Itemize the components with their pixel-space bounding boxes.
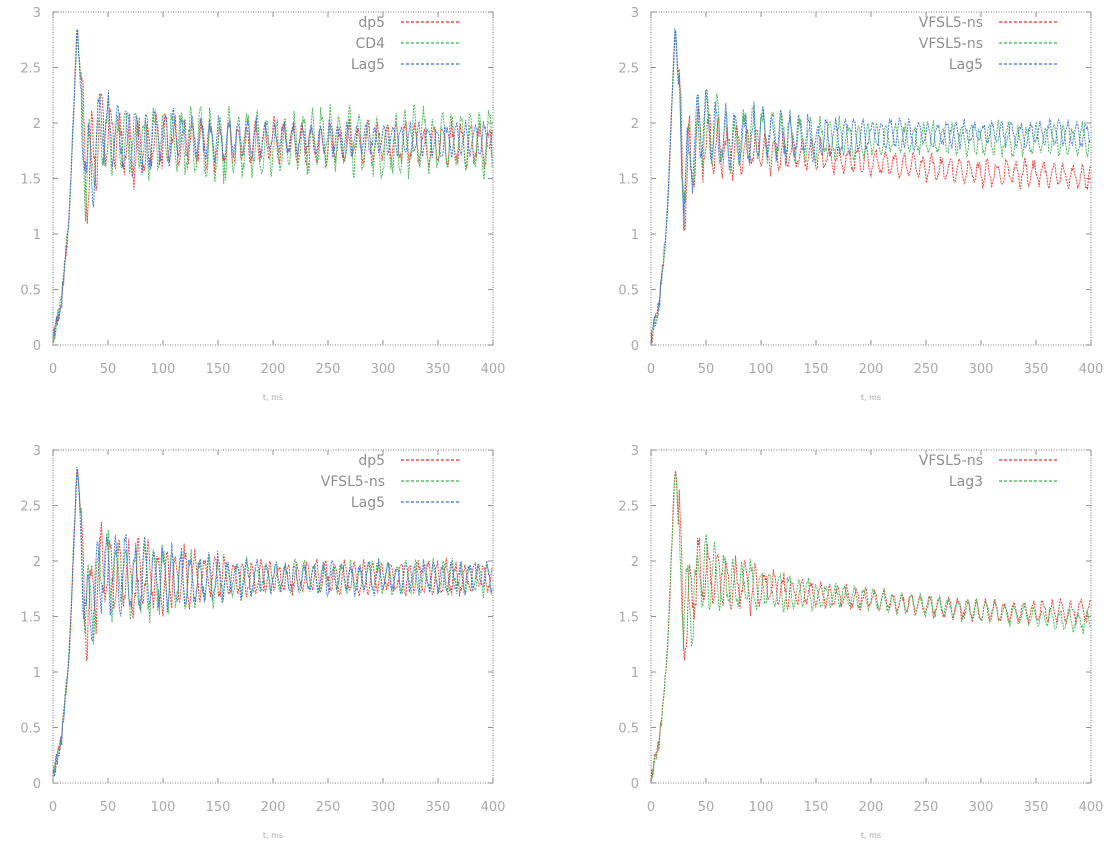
x-tick-label: 50 bbox=[100, 800, 117, 815]
legend-label: Lag5 bbox=[351, 495, 385, 511]
y-tick-label: 2 bbox=[33, 117, 41, 132]
x-tick-label: 350 bbox=[426, 800, 451, 815]
y-tick-label: 1.5 bbox=[618, 173, 639, 188]
x-tick-label: 200 bbox=[261, 800, 286, 815]
series-line bbox=[52, 469, 493, 778]
x-tick-label: 50 bbox=[698, 362, 715, 377]
y-tick-label: 2 bbox=[631, 555, 639, 570]
y-tick-label: 0 bbox=[33, 339, 41, 354]
y-tick-label: 2.5 bbox=[20, 500, 41, 515]
legend-label: dp5 bbox=[358, 453, 385, 469]
chart-panel-bottom-right: 0 0.5 1 1.5 2 2.5 3 0 50 100 150 200 250 300 350 400 t, … bbox=[618, 444, 1103, 840]
x-axis-label: t, ms bbox=[861, 393, 881, 402]
legend-label: CD4 bbox=[356, 36, 386, 52]
plot-frame bbox=[650, 449, 1092, 784]
x-tick-label: 300 bbox=[969, 362, 994, 377]
y-tick-label: 1.5 bbox=[20, 611, 41, 626]
y-tick-label: 3 bbox=[631, 6, 639, 21]
x-tick-label: 350 bbox=[426, 362, 451, 377]
x-tick-label: 250 bbox=[914, 800, 939, 815]
x-tick-label: 400 bbox=[1079, 800, 1104, 815]
x-tick-label: 150 bbox=[206, 362, 231, 377]
x-tick-label: 0 bbox=[647, 362, 655, 377]
y-tick-label: 3 bbox=[33, 444, 41, 459]
y-tick-label: 0.5 bbox=[20, 284, 41, 299]
series-line bbox=[650, 30, 1091, 344]
x-tick-label: 0 bbox=[49, 800, 57, 815]
plot-frame bbox=[52, 11, 494, 346]
series-line bbox=[650, 27, 1091, 344]
y-tick-label: 1 bbox=[33, 228, 41, 243]
y-tick-label: 0.5 bbox=[618, 722, 639, 737]
x-tick-label: 400 bbox=[481, 362, 506, 377]
x-tick-label: 0 bbox=[647, 800, 655, 815]
x-axis-label: t, ms bbox=[263, 831, 283, 840]
legend-label: Lag5 bbox=[949, 57, 983, 73]
plot-frame bbox=[650, 11, 1092, 346]
x-tick-label: 400 bbox=[481, 800, 506, 815]
x-tick-label: 400 bbox=[1079, 362, 1104, 377]
x-tick-label: 100 bbox=[749, 800, 774, 815]
y-tick-label: 0.5 bbox=[618, 284, 639, 299]
y-tick-label: 1 bbox=[33, 666, 41, 681]
y-tick-label: 2.5 bbox=[20, 62, 41, 77]
x-tick-label: 250 bbox=[914, 362, 939, 377]
x-tick-label: 0 bbox=[49, 362, 57, 377]
legend-label: VFSL5-ns bbox=[919, 453, 983, 469]
x-tick-label: 200 bbox=[859, 800, 884, 815]
legend-label: dp5 bbox=[358, 15, 385, 31]
y-tick-label: 0 bbox=[33, 777, 41, 792]
x-tick-label: 250 bbox=[316, 800, 341, 815]
series-line bbox=[52, 29, 493, 343]
x-tick-label: 100 bbox=[749, 362, 774, 377]
y-tick-label: 1 bbox=[631, 228, 639, 243]
x-tick-label: 150 bbox=[206, 800, 231, 815]
legend-label: Lag5 bbox=[351, 57, 385, 73]
plot-frame bbox=[52, 449, 494, 784]
y-tick-label: 3 bbox=[631, 444, 639, 459]
x-tick-label: 50 bbox=[100, 362, 117, 377]
y-tick-label: 0.5 bbox=[20, 722, 41, 737]
x-tick-label: 150 bbox=[804, 800, 829, 815]
y-tick-label: 1.5 bbox=[20, 173, 41, 188]
legend-label: Lag3 bbox=[949, 474, 983, 490]
series-line bbox=[52, 29, 493, 338]
y-tick-label: 2 bbox=[33, 555, 41, 570]
series-line bbox=[52, 467, 493, 777]
series-line bbox=[52, 469, 493, 777]
x-axis-label: t, ms bbox=[263, 393, 283, 402]
x-tick-label: 300 bbox=[371, 362, 396, 377]
legend-label: VFSL5-ns bbox=[919, 36, 983, 52]
y-tick-label: 0 bbox=[631, 777, 639, 792]
y-tick-label: 1 bbox=[631, 666, 639, 681]
chart-panel-bottom-left: 0 0.5 1 1.5 2 2.5 3 0 50 100 150 200 250 300 350 400 t, … bbox=[20, 444, 505, 840]
x-tick-label: 250 bbox=[316, 362, 341, 377]
chart-panel-top-left: 0 0.5 1 1.5 2 2.5 3 0 50 100 150 200 250 300 350 400 t, … bbox=[20, 6, 505, 402]
legend-label: VFSL5-ns bbox=[919, 15, 983, 31]
series-line bbox=[650, 30, 1091, 346]
x-tick-label: 300 bbox=[371, 800, 396, 815]
x-tick-label: 200 bbox=[261, 362, 286, 377]
x-axis-label: t, ms bbox=[861, 831, 881, 840]
y-tick-label: 0 bbox=[631, 339, 639, 354]
y-tick-label: 3 bbox=[33, 6, 41, 21]
legend-label: VFSL5-ns bbox=[321, 474, 385, 490]
chart-panel-top-right: 0 0.5 1 1.5 2 2.5 3 0 50 100 150 200 250 300 350 400 t, … bbox=[618, 6, 1103, 402]
y-tick-label: 1.5 bbox=[618, 611, 639, 626]
x-tick-label: 200 bbox=[859, 362, 884, 377]
x-tick-label: 350 bbox=[1024, 800, 1049, 815]
x-tick-label: 100 bbox=[151, 800, 176, 815]
x-tick-label: 100 bbox=[151, 362, 176, 377]
series-line bbox=[650, 470, 1091, 782]
x-tick-label: 150 bbox=[804, 362, 829, 377]
series-line bbox=[650, 470, 1091, 784]
y-tick-label: 2.5 bbox=[618, 62, 639, 77]
series-line bbox=[52, 29, 493, 340]
x-tick-label: 50 bbox=[698, 800, 715, 815]
y-tick-label: 2.5 bbox=[618, 500, 639, 515]
x-tick-label: 300 bbox=[969, 800, 994, 815]
y-tick-label: 2 bbox=[631, 117, 639, 132]
x-tick-label: 350 bbox=[1024, 362, 1049, 377]
